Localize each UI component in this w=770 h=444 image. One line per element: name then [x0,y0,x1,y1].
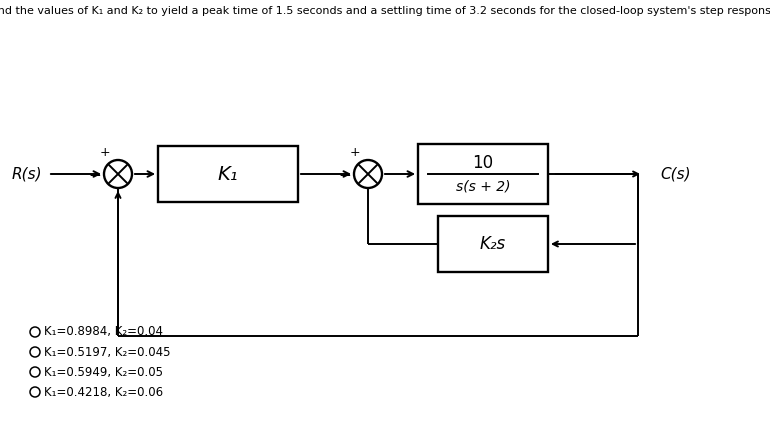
Bar [438,216,548,272]
Text: K₂s: K₂s [480,235,506,253]
Text: −: − [338,169,351,183]
Bar [418,144,548,204]
Text: +: + [99,146,110,159]
Text: C(s): C(s) [660,166,691,182]
Text: +: + [350,146,360,159]
Text: K₁=0.4218, K₂=0.06: K₁=0.4218, K₂=0.06 [44,385,163,399]
Text: s(s + 2): s(s + 2) [456,179,511,193]
Text: R(s): R(s) [12,166,42,182]
Text: K₁: K₁ [218,164,238,183]
Text: −: − [89,169,101,183]
Bar [158,146,298,202]
Text: K₁=0.5197, K₂=0.045: K₁=0.5197, K₂=0.045 [44,345,170,358]
Text: K₁=0.5949, K₂=0.05: K₁=0.5949, K₂=0.05 [44,365,163,378]
Text: Find the values of K₁ and K₂ to yield a peak time of 1.5 seconds and a settling : Find the values of K₁ and K₂ to yield a … [0,6,770,16]
Text: 10: 10 [473,154,494,172]
Text: K₁=0.8984, K₂=0.04: K₁=0.8984, K₂=0.04 [44,325,163,338]
